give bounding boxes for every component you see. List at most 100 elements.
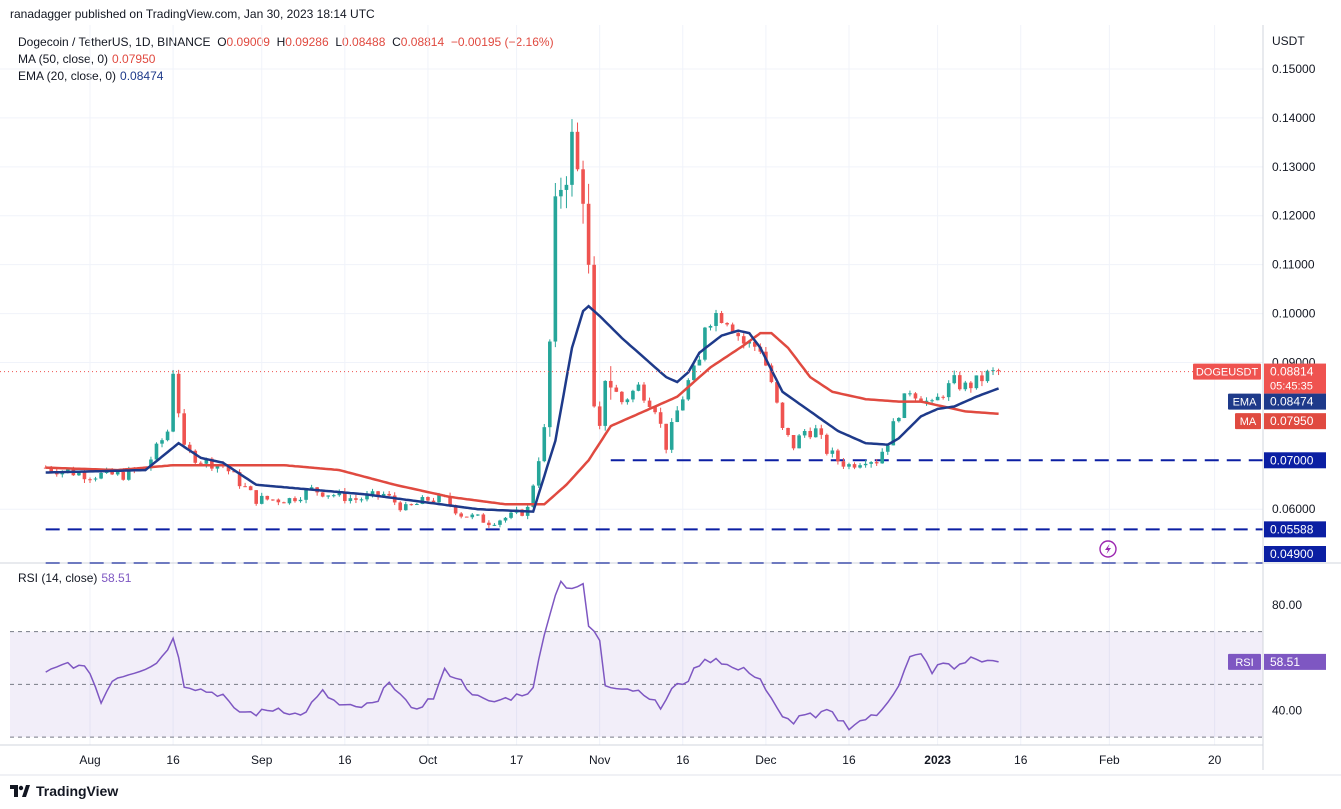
candle-body[interactable] xyxy=(902,393,907,418)
candle-body[interactable] xyxy=(786,427,790,436)
candle-body[interactable] xyxy=(271,499,275,501)
candle-body[interactable] xyxy=(531,485,535,507)
candle-body[interactable] xyxy=(714,313,718,326)
candle-body[interactable] xyxy=(736,333,740,337)
candle-body[interactable] xyxy=(487,522,491,526)
candle-body[interactable] xyxy=(620,391,624,403)
candle-body[interactable] xyxy=(880,451,885,464)
footer-brand[interactable]: TradingView xyxy=(10,783,118,799)
candle-body[interactable] xyxy=(725,323,729,325)
candle-body[interactable] xyxy=(282,502,286,504)
candle-body[interactable] xyxy=(664,423,668,450)
rsi-tag[interactable]: RSI 58.51 xyxy=(1228,653,1326,670)
candle-body[interactable] xyxy=(354,498,358,500)
candle-body[interactable] xyxy=(741,336,746,344)
candle-body[interactable] xyxy=(575,131,580,170)
candle-body[interactable] xyxy=(813,428,818,438)
candle-body[interactable] xyxy=(82,472,87,480)
candle-body[interactable] xyxy=(703,327,707,360)
legend-symbol[interactable]: Dogecoin / TetherUS, 1D, BINANCE xyxy=(18,35,211,49)
candle-body[interactable] xyxy=(88,479,92,481)
candle-body[interactable] xyxy=(608,380,613,388)
candle-body[interactable] xyxy=(841,461,846,467)
candle-body[interactable] xyxy=(930,400,934,402)
candle-body[interactable] xyxy=(708,325,713,328)
ema-tag[interactable]: EMA 0.08474 xyxy=(1228,393,1326,410)
level-tag[interactable]: 0.07000 xyxy=(1264,452,1326,469)
candle-body[interactable] xyxy=(237,472,242,487)
candle-body[interactable] xyxy=(426,497,430,501)
candle-body[interactable] xyxy=(126,468,131,480)
candle-body[interactable] xyxy=(259,495,264,504)
candle-body[interactable] xyxy=(836,450,840,462)
level-tag[interactable]: 0.05588 xyxy=(1264,521,1326,538)
candle-body[interactable] xyxy=(858,465,862,468)
candle-body[interactable] xyxy=(852,464,857,468)
candle-body[interactable] xyxy=(536,461,541,486)
candle-body[interactable] xyxy=(581,169,585,204)
candle-body[interactable] xyxy=(642,384,646,401)
candle-body[interactable] xyxy=(935,396,940,401)
candle-body[interactable] xyxy=(453,505,458,514)
candle-body[interactable] xyxy=(946,383,951,398)
candle-body[interactable] xyxy=(586,203,591,265)
candle-body[interactable] xyxy=(448,495,452,506)
candle-body[interactable] xyxy=(985,370,990,382)
candle-body[interactable] xyxy=(420,497,425,505)
currency-label[interactable]: USDT xyxy=(1272,34,1305,48)
candle-body[interactable] xyxy=(553,196,558,342)
candle-body[interactable] xyxy=(802,430,807,436)
candle-body[interactable] xyxy=(520,509,524,516)
candle-body[interactable] xyxy=(49,467,54,472)
candle-body[interactable] xyxy=(320,492,325,497)
rsi-line[interactable] xyxy=(45,579,999,731)
candle-body[interactable] xyxy=(293,498,297,502)
candle-body[interactable] xyxy=(808,430,812,438)
candle-body[interactable] xyxy=(276,499,281,503)
candle-body[interactable] xyxy=(403,504,408,511)
candle-body[interactable] xyxy=(165,431,170,441)
candle-body[interactable] xyxy=(686,380,691,400)
last-price-tag[interactable]: DOGEUSDT 0.08814 05:45:35 xyxy=(1193,363,1326,394)
rsi-legend[interactable]: RSI (14, close) 58.51 xyxy=(18,571,131,585)
candle-body[interactable] xyxy=(753,341,757,347)
candle-body[interactable] xyxy=(437,495,441,503)
candle-body[interactable] xyxy=(326,495,331,497)
candle-body[interactable] xyxy=(343,491,347,502)
candle-body[interactable] xyxy=(941,396,945,398)
candle-body[interactable] xyxy=(348,498,353,502)
candle-body[interactable] xyxy=(991,370,995,372)
candle-body[interactable] xyxy=(176,373,181,414)
candle-body[interactable] xyxy=(66,469,70,472)
candle-body[interactable] xyxy=(470,514,475,518)
candle-body[interactable] xyxy=(149,459,153,469)
candle-body[interactable] xyxy=(210,458,214,469)
candle-body[interactable] xyxy=(43,467,48,469)
candle-body[interactable] xyxy=(542,427,547,462)
candle-body[interactable] xyxy=(952,375,957,384)
candle-body[interactable] xyxy=(730,324,735,334)
candle-body[interactable] xyxy=(548,341,552,428)
candle-body[interactable] xyxy=(287,498,292,504)
candle-body[interactable] xyxy=(863,463,868,466)
candle-body[interactable] xyxy=(797,435,801,449)
candle-body[interactable] xyxy=(481,514,486,523)
candle-body[interactable] xyxy=(215,464,220,469)
ema20-line[interactable] xyxy=(45,304,1000,513)
candle-body[interactable] xyxy=(359,499,364,501)
candle-body[interactable] xyxy=(680,399,685,411)
candle-body[interactable] xyxy=(874,462,879,464)
candle-body[interactable] xyxy=(492,524,497,526)
candle-body[interactable] xyxy=(160,440,164,444)
candle-body[interactable] xyxy=(969,382,973,389)
candle-body[interactable] xyxy=(232,471,236,473)
candle-body[interactable] xyxy=(913,393,918,399)
candle-body[interactable] xyxy=(226,465,231,472)
ma50-line[interactable] xyxy=(45,331,999,506)
candle-body[interactable] xyxy=(431,500,436,503)
candle-body[interactable] xyxy=(769,365,774,383)
candle-body[interactable] xyxy=(559,189,563,197)
candle-body[interactable] xyxy=(592,264,596,407)
candle-body[interactable] xyxy=(370,491,375,495)
candle-body[interactable] xyxy=(885,445,890,452)
